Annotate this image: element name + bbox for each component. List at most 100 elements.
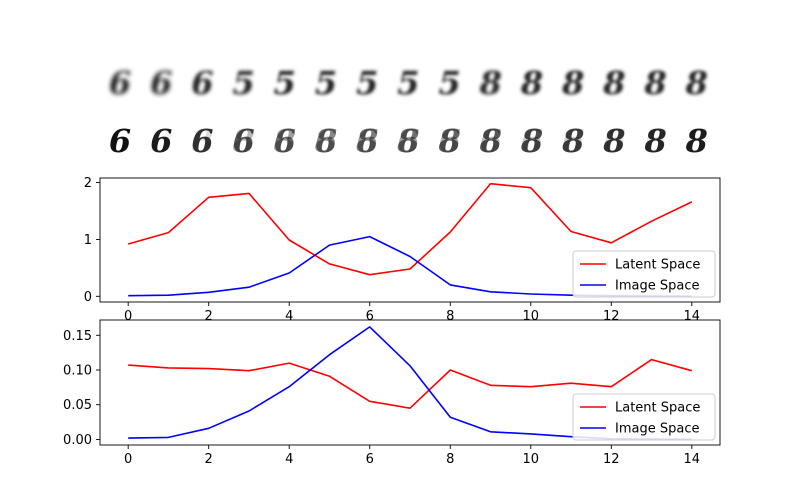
- digit-frame: 68: [685, 122, 708, 160]
- digit-frame: 68: [437, 122, 460, 160]
- legend-label: Image Space: [615, 279, 699, 294]
- digit-frame: 8: [685, 64, 708, 102]
- digit-glyph: 6: [150, 64, 172, 102]
- digit-frame: 68: [561, 122, 584, 160]
- digit-glyph: 8: [685, 64, 708, 102]
- digit-glyph: 6: [397, 122, 419, 160]
- digit-glyph: 8: [561, 64, 584, 102]
- y-tick-label: 1: [84, 233, 92, 248]
- digit-glyph: 8: [355, 122, 378, 160]
- digit-glyph: 5: [315, 64, 337, 102]
- digit-frame: 8: [479, 64, 502, 102]
- x-tick-label: 12: [603, 309, 620, 324]
- digit-glyph: 8: [561, 122, 584, 160]
- x-tick-label: 0: [124, 309, 132, 324]
- digit-frame: 68: [396, 122, 419, 160]
- digit-glyph: 6: [603, 122, 625, 160]
- digit-frame: 5: [356, 64, 378, 102]
- x-tick-label: 0: [124, 452, 132, 467]
- x-tick-label: 14: [684, 452, 701, 467]
- digit-glyph: 8: [108, 122, 131, 160]
- digit-glyph: 6: [438, 122, 460, 160]
- digit-glyph: 8: [479, 64, 502, 102]
- digit-frame: 68: [479, 122, 502, 160]
- interpolation-strips: 6 6 6 5 5 5 5 5 5 8 8 8 8 8 868 68 68 68 68 68 68 68 68 68 68 68 6…: [108, 64, 708, 160]
- chart-2: 0 2 4 6 8 10 12 14 0.00 0.05 0.10 0.15 Latent Space I…: [63, 319, 721, 467]
- legend-box: [572, 250, 716, 298]
- legend-box: [572, 393, 716, 441]
- digit-glyph: 8: [396, 122, 419, 160]
- x-tick-label: 4: [285, 452, 293, 467]
- legend: Latent Space Image Space: [572, 250, 716, 298]
- digit-frame: 68: [190, 122, 213, 160]
- digit-frame: 6: [109, 64, 131, 102]
- y-tick-label: 0.00: [63, 433, 92, 448]
- y-tick-label: 0.10: [63, 364, 92, 379]
- digit-glyph: 6: [644, 122, 666, 160]
- image-space-interpolation: 68 68 68 68 68 68 68 68 68 68 68 68 68 68 68: [108, 122, 708, 160]
- digit-glyph: 6: [315, 122, 337, 160]
- x-tick-label: 2: [205, 309, 213, 324]
- digit-frame: 5: [232, 64, 254, 102]
- digit-glyph: 6: [686, 122, 708, 160]
- x-tick-label: 10: [523, 452, 540, 467]
- digit-glyph: 5: [356, 64, 378, 102]
- digit-frame: 68: [273, 122, 296, 160]
- digit-glyph: 8: [520, 64, 543, 102]
- digit-frame: 68: [355, 122, 378, 160]
- x-tick-label: 14: [684, 309, 701, 324]
- x-tick-label: 10: [523, 309, 540, 324]
- x-tick-label: 8: [446, 452, 454, 467]
- digit-frame: 68: [314, 122, 337, 160]
- series-line: [128, 358, 693, 410]
- digit-frame: 68: [231, 122, 254, 160]
- digit-glyph: 6: [150, 122, 172, 160]
- digit-frame: 8: [561, 64, 584, 102]
- digit-glyph: 8: [602, 64, 625, 102]
- digit-frame: 68: [520, 122, 543, 160]
- digit-glyph: 5: [438, 64, 460, 102]
- digit-glyph: 6: [480, 122, 502, 160]
- digit-glyph: 5: [274, 64, 296, 102]
- digit-glyph: 8: [231, 122, 254, 160]
- digit-glyph: 8: [479, 122, 502, 160]
- digit-frame: 6: [150, 64, 172, 102]
- digit-glyph: 8: [273, 122, 296, 160]
- digit-glyph: 6: [191, 64, 213, 102]
- digit-glyph: 6: [191, 122, 213, 160]
- x-tick-label: 8: [446, 309, 454, 324]
- digit-glyph: 6: [109, 122, 131, 160]
- legend-label: Latent Space: [615, 401, 700, 416]
- y-tick-label: 2: [84, 176, 92, 191]
- digit-frame: 5: [315, 64, 337, 102]
- digit-glyph: 5: [232, 64, 254, 102]
- digit-glyph: 8: [314, 122, 337, 160]
- digit-frame: 6: [191, 64, 213, 102]
- digit-frame: 5: [438, 64, 460, 102]
- digit-frame: 68: [149, 122, 172, 160]
- x-tick-label: 12: [603, 452, 620, 467]
- digit-glyph: 6: [274, 122, 296, 160]
- digit-glyph: 6: [109, 64, 131, 102]
- digit-glyph: 6: [356, 122, 378, 160]
- digit-frame: 5: [397, 64, 419, 102]
- x-tick-label: 2: [205, 452, 213, 467]
- y-tick-label: 0.15: [63, 329, 92, 344]
- digit-frame: 68: [643, 122, 666, 160]
- x-tick-label: 4: [285, 309, 293, 324]
- digit-frame: 5: [274, 64, 296, 102]
- digit-glyph: 8: [520, 122, 543, 160]
- digit-glyph: 6: [562, 122, 584, 160]
- digit-glyph: 5: [397, 64, 419, 102]
- y-tick-label: 0.05: [63, 398, 92, 413]
- legend-label: Image Space: [615, 422, 699, 437]
- digit-frame: 8: [643, 64, 666, 102]
- digit-glyph: 8: [643, 64, 666, 102]
- digit-glyph: 6: [232, 122, 254, 160]
- legend-label: Latent Space: [615, 258, 700, 273]
- x-tick-label: 6: [366, 309, 374, 324]
